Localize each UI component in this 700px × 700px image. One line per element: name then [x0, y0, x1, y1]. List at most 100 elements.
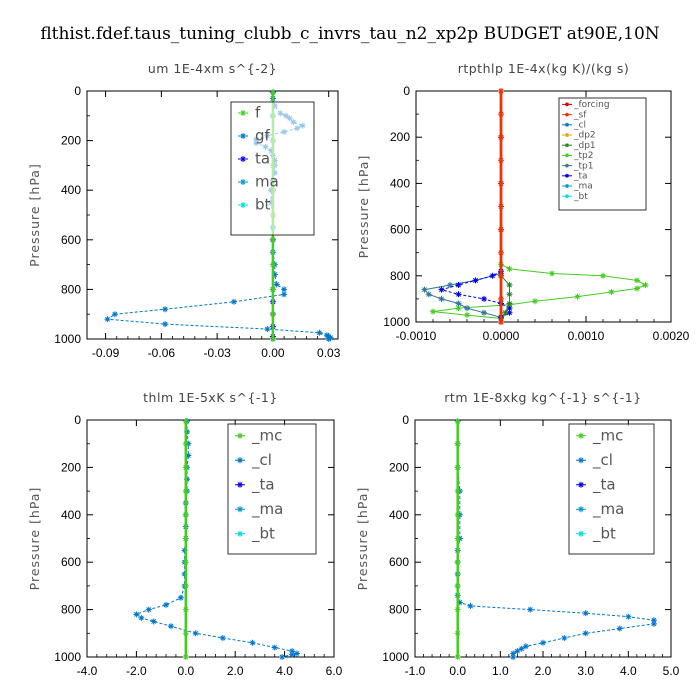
- data-point-tp1: [481, 309, 487, 316]
- data-point-sf: [498, 157, 504, 164]
- data-point-cl: [561, 635, 568, 642]
- data-point-bt: [565, 194, 569, 199]
- legend-box: [568, 423, 655, 555]
- data-point-cl: [293, 650, 300, 657]
- data-point-cl: [249, 639, 256, 646]
- data-point-sf: [565, 112, 569, 117]
- data-point-cl: [582, 610, 589, 617]
- data-point-sf: [498, 272, 504, 279]
- data-point-sf: [498, 203, 504, 210]
- data-point-tp1: [455, 300, 462, 307]
- y-tick-label: 0: [74, 413, 81, 427]
- data-point-mc: [454, 511, 461, 518]
- data-point-tp1: [464, 305, 470, 312]
- data-point-mc: [454, 464, 461, 471]
- data-point-cl: [192, 630, 199, 637]
- data-point-mc: [454, 606, 461, 613]
- data-point-tp2: [532, 298, 538, 305]
- data-point-cl: [150, 618, 157, 625]
- legend-label: _cl: [251, 451, 272, 470]
- data-point-mc: [182, 654, 189, 660]
- data-point-mc: [182, 511, 189, 518]
- x-tick-label: -1.0: [405, 664, 426, 678]
- data-point-mc: [454, 559, 461, 566]
- data-point-sf: [498, 180, 504, 187]
- data-point-cl: [279, 654, 286, 660]
- data-point-f: [269, 236, 276, 243]
- data-point-mc: [182, 582, 189, 589]
- data-point-ta: [506, 305, 513, 312]
- data-point-tp2: [464, 312, 470, 319]
- panel-title: thlm 1E-5xK s^{-1}: [143, 390, 278, 405]
- x-tick-label: -2.0: [126, 664, 147, 678]
- data-point-bt: [240, 202, 246, 208]
- data-point-cl: [518, 645, 525, 652]
- legend-label: _ma: [251, 500, 283, 519]
- legend-label: ta: [255, 150, 270, 168]
- data-point-sf: [498, 88, 504, 94]
- data-point-mc: [454, 654, 461, 660]
- data-point-dp1: [502, 309, 509, 316]
- data-point-tp1: [438, 295, 445, 302]
- data-point-sf: [498, 226, 504, 233]
- legend-label: _tp1: [573, 161, 593, 171]
- y-tick-label: 800: [390, 269, 410, 283]
- data-point-f: [269, 286, 276, 293]
- panel-3: thlm 1E-5xK s^{-1} Pressure [hPa] -4.0 -2.0…: [27, 390, 343, 678]
- data-point-cl: [522, 643, 529, 650]
- data-point-gf: [325, 336, 332, 342]
- data-point-forcing: [565, 102, 569, 107]
- data-point-mc: [182, 418, 189, 425]
- data-point-cl: [527, 606, 534, 613]
- y-tick-label: 1000: [54, 650, 81, 664]
- panel-2: rtpthlp 1E-4x(kg K)/(kg s) Pressure [hPa]…: [356, 61, 690, 343]
- data-point-ma: [237, 506, 243, 513]
- data-point-cl: [514, 648, 521, 655]
- data-point-cl: [578, 457, 584, 464]
- data-point-dp1: [506, 282, 513, 289]
- x-tick-label: -0.06: [148, 346, 176, 360]
- data-point-ta: [472, 277, 479, 284]
- data-point-ta: [455, 282, 462, 289]
- legend-label: _ta: [592, 475, 616, 494]
- legend-label: _cl: [573, 121, 586, 131]
- data-point-cl: [138, 614, 145, 621]
- data-point-tp2: [565, 153, 569, 158]
- data-point-tp1: [425, 291, 432, 298]
- y-tick-label: 0: [403, 84, 410, 98]
- data-point-ta: [237, 481, 243, 488]
- legend-box: [227, 423, 317, 555]
- data-point-mc: [237, 432, 243, 439]
- data-point-f: [269, 311, 276, 318]
- x-tick-label: 0.0: [177, 664, 194, 678]
- data-point-gf: [271, 271, 278, 278]
- data-point-ma: [240, 179, 246, 185]
- y-tick-label: 1000: [54, 332, 81, 346]
- legend-label: _forcing: [573, 100, 610, 110]
- data-point-tp2: [634, 277, 640, 284]
- y-axis-label: Pressure [hPa]: [27, 487, 42, 591]
- data-point-ta: [438, 286, 445, 293]
- legend-box: [230, 101, 315, 236]
- x-tick-label: 0.0020: [653, 329, 690, 343]
- data-point-cl: [456, 599, 463, 606]
- data-point-tp2: [430, 308, 436, 315]
- x-tick-label: -0.03: [203, 346, 231, 360]
- x-tick-label: 0.00: [261, 346, 285, 360]
- data-point-mc: [454, 488, 461, 495]
- x-tick-label: 1.0: [492, 664, 509, 678]
- y-tick-label: 0: [402, 413, 409, 427]
- chart-panels: um 1E-4xm s^{-2} Pressure [hPa] -0.09 -0.06…: [27, 61, 690, 678]
- legend-label: gf: [255, 127, 271, 145]
- data-point-f: [269, 336, 276, 342]
- data-point-gf: [281, 291, 288, 298]
- data-point-mc: [182, 606, 189, 613]
- data-point-tp2: [642, 282, 649, 289]
- data-point-cl: [167, 623, 174, 630]
- data-point-cl: [237, 457, 243, 464]
- data-point-cl: [185, 452, 192, 459]
- x-tick-label: 3.0: [577, 664, 594, 678]
- panel-title: rtpthlp 1E-4x(kg K)/(kg s): [458, 61, 630, 76]
- data-point-mc: [454, 630, 461, 637]
- data-point-cl: [565, 122, 569, 127]
